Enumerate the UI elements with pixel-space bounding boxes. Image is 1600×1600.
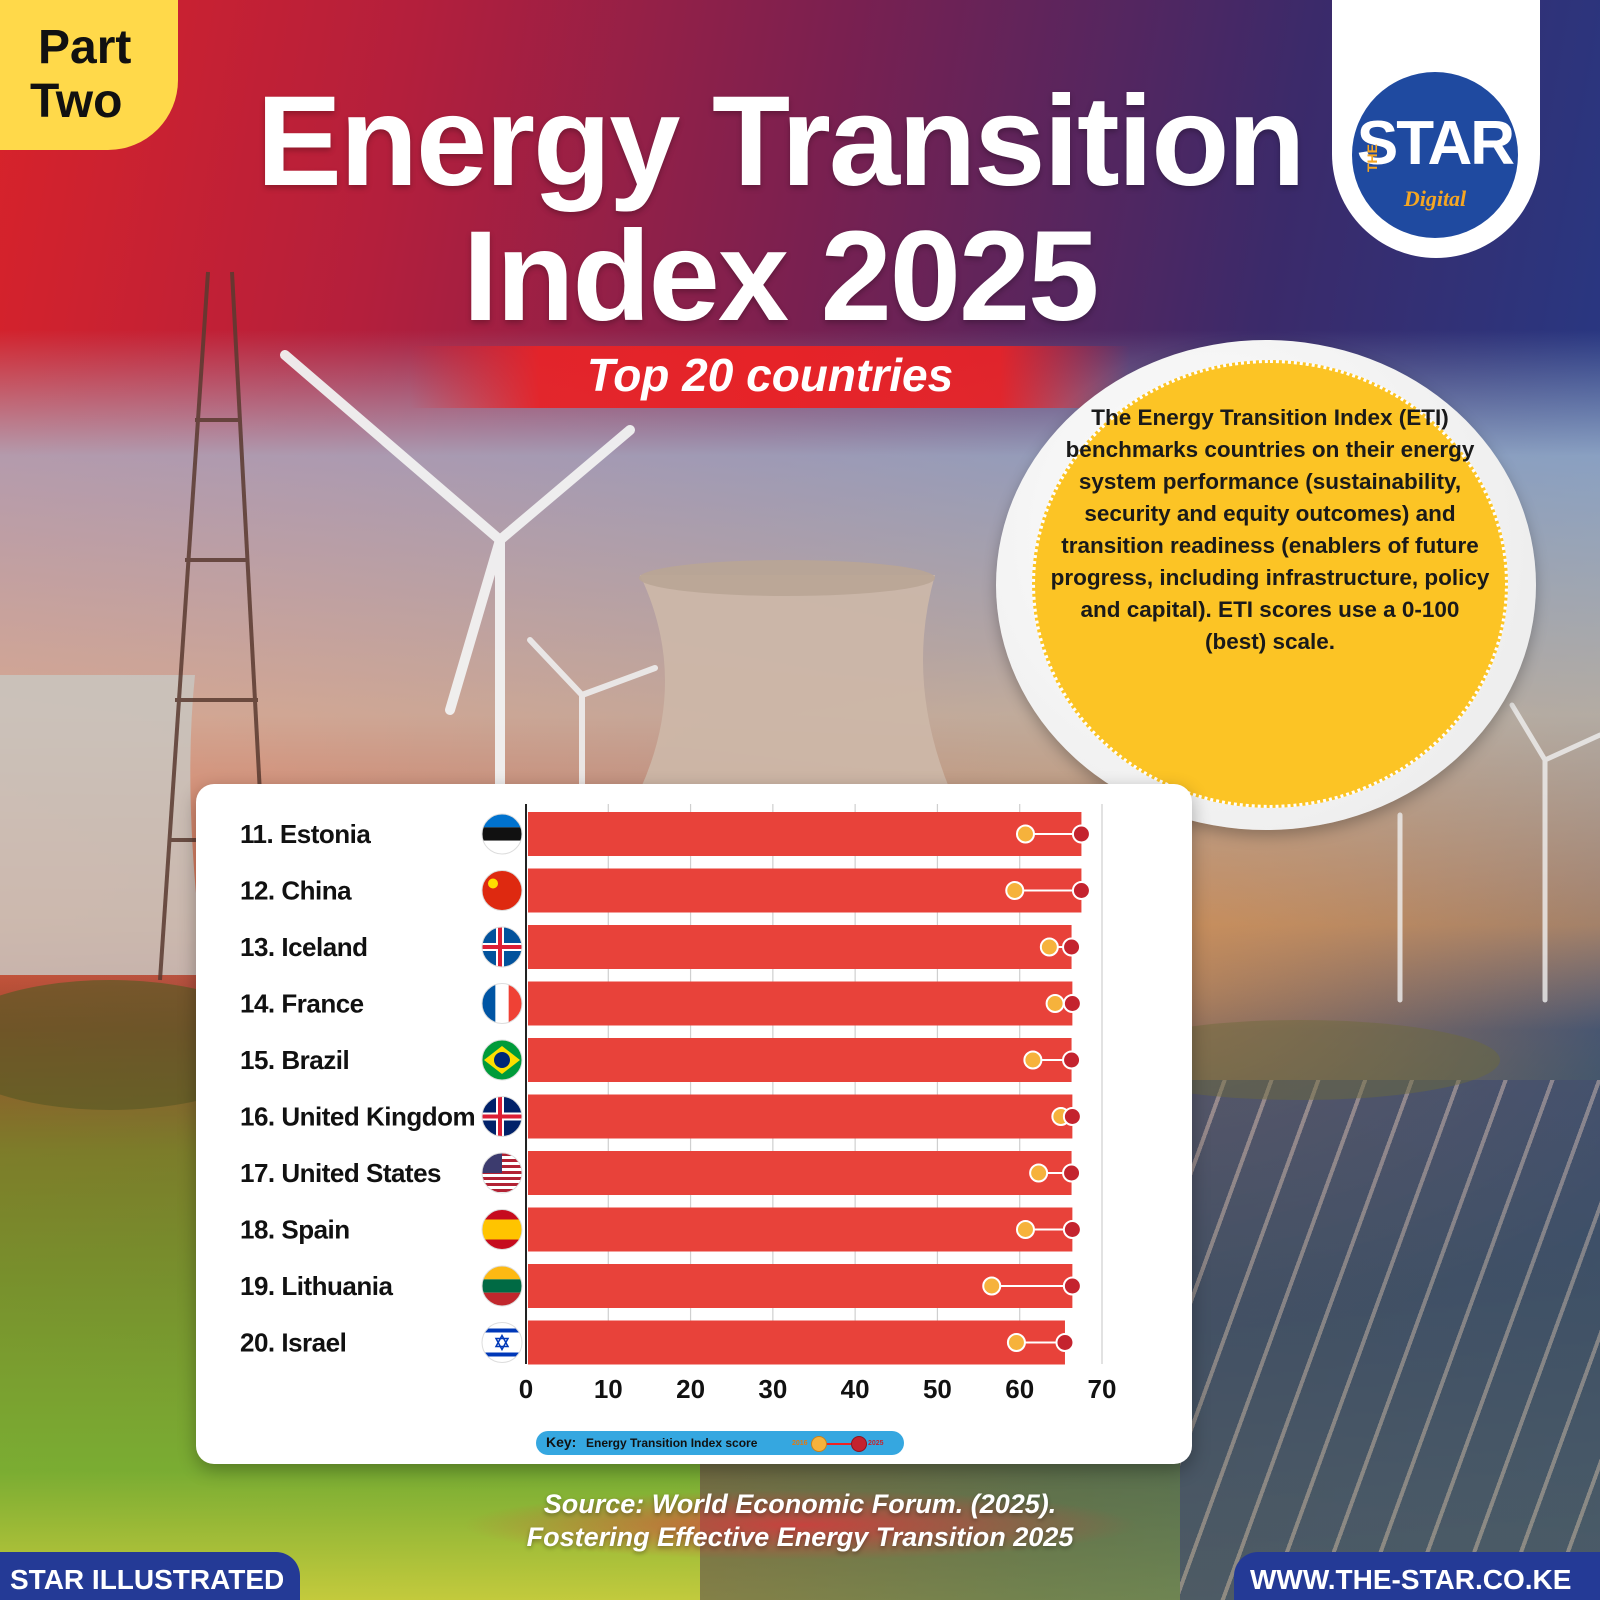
source-line-2: Fostering Effective Energy Transition 20…: [526, 1522, 1074, 1552]
flag-france-icon: [482, 983, 522, 1024]
point-2016: [1015, 1220, 1035, 1239]
footer-left-text: STAR ILLUSTRATED: [10, 1564, 285, 1595]
badge-line-2: Two: [30, 75, 123, 128]
legend-dot-2025: [851, 1436, 867, 1452]
flag-border: [481, 813, 523, 855]
flag-border: [481, 983, 523, 1024]
flag-brazil-icon: [482, 1040, 522, 1080]
bar: [528, 812, 1082, 856]
description-circle: [1032, 360, 1508, 808]
bar: [528, 1320, 1065, 1365]
bar: [528, 868, 1082, 913]
footer-right-tab[interactable]: WWW.THE-STAR.CO.KE: [1234, 1552, 1600, 1600]
flag-israel-icon: [482, 1322, 522, 1363]
flag-estonia-icon: [482, 814, 522, 854]
point-2016: [1045, 994, 1065, 1013]
country-label: 11. Estonia: [240, 819, 371, 849]
flag-lithuania-icon: [482, 1266, 522, 1306]
x-tick-label: 30: [758, 1374, 787, 1404]
legend-key-label: Key:: [546, 1434, 577, 1450]
source-band: [460, 1490, 1140, 1560]
country-label: 17. United States: [240, 1158, 441, 1188]
country-label: 20. Israel: [240, 1328, 346, 1358]
point-2016: [1005, 881, 1025, 900]
the-star-logo: [1352, 72, 1518, 238]
bar: [528, 981, 1073, 1026]
flag-china-icon: [482, 870, 522, 911]
point-2025: [1071, 824, 1091, 844]
point-2016: [1029, 1163, 1049, 1183]
point-2025: [1062, 1050, 1082, 1070]
bar: [528, 1207, 1073, 1252]
logo-the-text: THE: [1364, 144, 1380, 172]
flag-spain-icon: [482, 1209, 522, 1250]
point-2025: [1055, 1333, 1075, 1352]
x-tick-label: 0: [519, 1374, 533, 1404]
flag-border: [481, 1039, 523, 1081]
bar: [528, 1264, 1073, 1308]
legend-connector: [818, 1443, 856, 1445]
point-2016: [982, 1276, 1002, 1296]
country-label: 12. China: [240, 876, 352, 906]
x-tick-label: 70: [1088, 1374, 1117, 1404]
country-label: 15. Brazil: [240, 1045, 349, 1075]
point-2016: [1006, 1333, 1026, 1352]
flag-iceland-icon: [482, 927, 522, 967]
country-label: 13. Iceland: [240, 932, 367, 962]
source-citation: Source: World Economic Forum. (2025). Fo…: [400, 1488, 1200, 1554]
bar: [528, 1094, 1073, 1139]
x-tick-label: 40: [841, 1374, 870, 1404]
subtitle-band: [410, 346, 1130, 408]
x-tick-label: 50: [923, 1374, 952, 1404]
logo-digital-text: Digital: [1403, 186, 1467, 211]
point-2016: [1023, 1050, 1043, 1070]
legend-key-text: Energy Transition Index score: [586, 1436, 758, 1450]
bar: [528, 1151, 1072, 1195]
footer-left-tab: STAR ILLUSTRATED: [0, 1552, 300, 1600]
country-label: 18. Spain: [240, 1215, 350, 1245]
point-2016: [1039, 937, 1059, 957]
country-label: 14. France: [240, 989, 364, 1019]
badge-line-1: Part: [38, 21, 132, 74]
country-label: 16. United Kingdom: [240, 1102, 475, 1132]
flag-united-kingdom-icon: [482, 1096, 522, 1137]
subtitle: Top 20 countries: [586, 349, 954, 401]
legend-year-2025: 2025: [868, 1440, 884, 1447]
page-title-line-1: Energy Transition: [256, 70, 1305, 213]
point-2025: [1062, 1163, 1082, 1183]
flag-border: [481, 926, 523, 968]
flag-border: [481, 1096, 523, 1137]
part-two-badge: Part Two: [0, 0, 178, 150]
legend-dot-2016: [811, 1436, 827, 1452]
source-line-1: Source: World Economic Forum. (2025).: [543, 1489, 1057, 1519]
legend-year-2016: 2016: [792, 1440, 808, 1447]
logo-star-text: STAR: [1356, 109, 1515, 178]
point-2025: [1062, 1276, 1082, 1296]
point-2025: [1062, 937, 1082, 957]
flag-border: [481, 1209, 523, 1250]
point-2025: [1062, 1107, 1082, 1126]
point-2025: [1062, 1220, 1082, 1239]
country-label: 19. Lithuania: [240, 1271, 393, 1301]
x-tick-label: 60: [1005, 1374, 1034, 1404]
point-2025: [1062, 994, 1082, 1013]
solar-panels: [1180, 1080, 1600, 1600]
x-tick-label: 20: [676, 1374, 705, 1404]
bar: [528, 1038, 1072, 1082]
flag-border: [481, 1265, 523, 1307]
page-title-line-2: Index 2025: [462, 205, 1100, 348]
bar: [528, 925, 1072, 969]
point-2025: [1071, 881, 1091, 900]
description-text: The Energy Transition Index (ETI) benchm…: [1050, 405, 1490, 654]
flag-border: [481, 1152, 523, 1194]
footer-url-link[interactable]: WWW.THE-STAR.CO.KE: [1250, 1564, 1572, 1595]
eti-bar-chart: 0 10 20 30 40 50 60 70 11. Estonia 12. China 13. I…: [240, 804, 1117, 1404]
flag-border: [481, 870, 523, 911]
point-2016: [1015, 824, 1035, 844]
flag-border: [481, 1322, 523, 1363]
x-tick-label: 10: [594, 1374, 623, 1404]
